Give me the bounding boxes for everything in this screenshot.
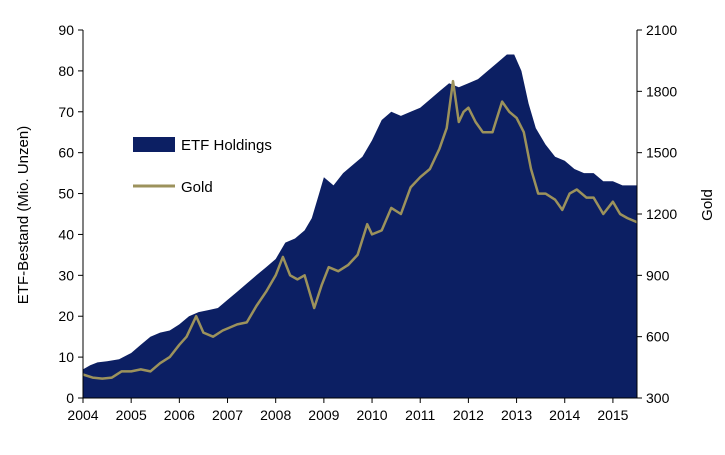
x-tick-label: 2007 — [212, 407, 243, 423]
y-right-tick-label: 1200 — [646, 206, 677, 222]
y-left-tick-label: 80 — [58, 63, 74, 79]
x-tick-label: 2004 — [67, 407, 98, 423]
y-left-tick-label: 70 — [58, 104, 74, 120]
y-left-tick-label: 0 — [66, 390, 74, 406]
x-tick-label: 2006 — [164, 407, 195, 423]
y-left-tick-label: 40 — [58, 226, 74, 242]
x-tick-label: 2015 — [597, 407, 628, 423]
x-tick-label: 2008 — [260, 407, 291, 423]
legend: ETF Holdings Gold — [133, 137, 272, 196]
y-right-tick-label: 1500 — [646, 145, 677, 161]
x-tick-label: 2014 — [549, 407, 580, 423]
plot-area — [82, 54, 638, 398]
y-right-tick-label: 2100 — [646, 22, 677, 38]
series-etf-holdings-area — [83, 54, 637, 398]
y-left-tick-label: 50 — [58, 186, 74, 202]
series-gold-line — [82, 79, 638, 380]
x-axis-ticks: 2004 2005 2006 2007 2008 2009 2010 2011 2012 2013… — [67, 398, 629, 423]
y-left-axis-ticks: 0 10 20 30 40 50 60 70 80 90 — [58, 22, 83, 406]
y-left-tick-label: 20 — [58, 308, 74, 324]
x-tick-label: 2011 — [405, 407, 435, 423]
y-right-tick-label: 600 — [646, 329, 670, 345]
y-right-axis-ticks: 300 600 900 1200 1500 1800 2100 — [637, 22, 677, 406]
x-tick-label: 2010 — [356, 407, 387, 423]
x-tick-label: 2009 — [308, 407, 339, 423]
y-left-axis-title: ETF-Bestand (Mio. Unzen) — [15, 126, 32, 304]
x-tick-label: 2005 — [116, 407, 147, 423]
legend-label-gold: Gold — [181, 179, 213, 196]
y-left-tick-label: 30 — [58, 267, 74, 283]
legend-swatch-etf — [133, 137, 175, 152]
y-right-axis-title: Gold — [699, 189, 716, 221]
legend-label-etf: ETF Holdings — [181, 137, 272, 154]
y-right-tick-label: 300 — [646, 390, 670, 406]
y-left-tick-label: 60 — [58, 145, 74, 161]
y-left-tick-label: 10 — [58, 349, 74, 365]
y-right-tick-label: 1800 — [646, 83, 677, 99]
y-right-tick-label: 900 — [646, 267, 670, 283]
x-tick-label: 2012 — [453, 407, 484, 423]
y-left-tick-label: 90 — [58, 22, 74, 38]
x-tick-label: 2013 — [501, 407, 532, 423]
